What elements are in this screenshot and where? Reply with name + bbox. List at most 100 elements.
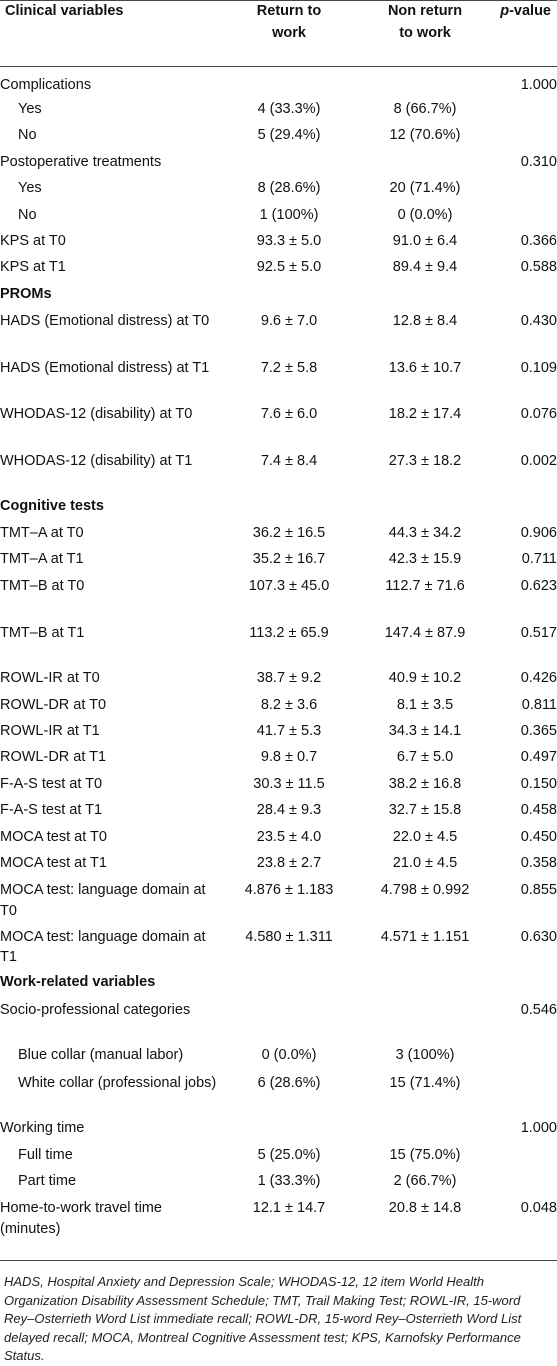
row-label: TMT–B at T0 [0, 578, 85, 595]
row-label: ROWL-DR at T0 [0, 696, 107, 713]
return-cell: 7.4 ± 8.4 [260, 452, 318, 469]
row-label: KPS at T1 [0, 259, 66, 276]
table-row: MOCA test at T1 23.8 ± 2.7 21.0 ± 4.5 0.358 [0, 852, 557, 878]
table-row: Full time 5 (25.0%) 15 (75.0%) [0, 1144, 557, 1170]
non-return-cell: 15 (75.0%) [389, 1146, 461, 1163]
row-label: MOCA test at T1 [0, 855, 107, 872]
return-cell: 12.1 ± 14.7 [252, 1200, 326, 1217]
non-return-cell: 0 (0.0%) [397, 206, 453, 223]
row-label: TMT–B at T1 [0, 624, 85, 641]
non-return-cell: 4.571 ± 1.151 [380, 928, 470, 945]
table-row: TMT–A at T1 35.2 ± 16.7 42.3 ± 15.9 0.711 [0, 548, 557, 574]
bottom-rule [0, 1260, 557, 1261]
table-row: TMT–B at T1 113.2 ± 65.9 147.4 ± 87.9 0.517 [0, 621, 557, 668]
row-label: ROWL-DR at T1 [0, 749, 107, 766]
section-row-proms: PROMs [0, 283, 557, 309]
section-row-cognitive-tests: Cognitive tests [0, 495, 557, 521]
p-value-cell [493, 1144, 557, 1170]
table-row: Blue collar (manual labor) 0 (0.0%) 3 (100… [0, 1044, 557, 1070]
non-return-cell [357, 998, 493, 1045]
return-cell: 36.2 ± 16.5 [252, 524, 326, 541]
row-label: No [18, 127, 37, 144]
return-cell: 5 (29.4%) [257, 127, 321, 144]
row-label: Working time [0, 1120, 85, 1137]
row-label: Socio-professional categories [0, 1001, 191, 1018]
return-cell: 7.6 ± 6.0 [260, 406, 318, 423]
non-return-cell: 20 (71.4%) [389, 180, 461, 197]
header-row: Clinical variables Return to work Non ret… [0, 0, 557, 66]
p-value-cell: 0.430 [520, 313, 557, 330]
non-return-cell: 8 (66.7%) [393, 101, 457, 117]
non-return-cell [357, 1117, 493, 1143]
return-cell: 35.2 ± 16.7 [252, 550, 326, 567]
return-cell: 23.8 ± 2.7 [256, 855, 322, 872]
return-cell: 0 (0.0%) [261, 1047, 317, 1064]
return-cell: 4 (33.3%) [257, 101, 321, 117]
p-value-cell: 0.517 [520, 624, 557, 641]
non-return-cell: 4.798 ± 0.992 [380, 882, 470, 899]
return-cell [221, 66, 357, 98]
non-return-cell: 12 (70.6%) [389, 127, 461, 144]
table-row: ROWL-IR at T1 41.7 ± 5.3 34.3 ± 14.1 0.365 [0, 720, 557, 746]
table-row: ROWL-IR at T0 38.7 ± 9.2 40.9 ± 10.2 0.426 [0, 667, 557, 693]
table-row: TMT–A at T0 36.2 ± 16.5 44.3 ± 34.2 0.906 [0, 522, 557, 548]
table-row: White collar (professional jobs) 6 (28.6%… [0, 1071, 557, 1118]
p-value-cell: 0.366 [520, 232, 557, 249]
return-cell [221, 1117, 357, 1143]
non-return-cell: 112.7 ± 71.6 [385, 578, 465, 595]
return-cell: 9.6 ± 7.0 [260, 313, 318, 330]
non-return-cell: 20.8 ± 14.8 [388, 1200, 462, 1217]
p-value-cell: 0.310 [520, 153, 557, 170]
section-heading: Cognitive tests [0, 498, 104, 515]
table-footnote: HADS, Hospital Anxiety and Depression Sc… [4, 1274, 522, 1363]
return-cell: 107.3 ± 45.0 [248, 578, 330, 595]
non-return-cell: 89.4 ± 9.4 [392, 259, 458, 276]
non-return-cell: 34.3 ± 14.1 [388, 723, 462, 740]
return-cell: 38.7 ± 9.2 [256, 670, 322, 687]
return-cell: 4.876 ± 1.183 [244, 882, 334, 899]
return-cell [221, 151, 357, 177]
top-rule [0, 0, 557, 1]
p-value-cell [493, 177, 557, 203]
non-return-cell [357, 151, 493, 177]
non-return-cell: 13.6 ± 10.7 [388, 359, 462, 376]
table-row: No 1 (100%) 0 (0.0%) [0, 204, 557, 230]
table-row: KPS at T1 92.5 ± 5.0 89.4 ± 9.4 0.588 [0, 256, 557, 282]
table-row: HADS (Emotional distress) at T0 9.6 ± 7.0… [0, 309, 557, 356]
section-heading: PROMs [0, 285, 52, 302]
p-value-cell [493, 1170, 557, 1196]
p-value-cell: 0.546 [520, 1001, 557, 1018]
row-label: MOCA test: language domain at T0 [0, 882, 206, 919]
return-cell: 9.8 ± 0.7 [260, 749, 318, 766]
row-label: F-A-S test at T0 [0, 775, 103, 792]
p-value-cell: 0.450 [520, 828, 557, 845]
row-label: Yes [18, 101, 42, 117]
return-cell: 93.3 ± 5.0 [256, 232, 322, 249]
p-value-cell [493, 98, 557, 124]
header-clinical-variables: Clinical variables [5, 3, 124, 19]
row-label: HADS (Emotional distress) at T0 [0, 313, 210, 330]
p-value-cell [493, 1071, 557, 1118]
row-label: HADS (Emotional distress) at T1 [0, 359, 210, 376]
non-return-cell: 22.0 ± 4.5 [392, 828, 458, 845]
non-return-cell: 32.7 ± 15.8 [388, 802, 462, 819]
table-row: WHODAS-12 (disability) at T0 7.6 ± 6.0 18.… [0, 402, 557, 449]
row-label: Yes [18, 180, 42, 197]
return-cell: 4.580 ± 1.311 [245, 928, 333, 945]
p-value-cell: 0.811 [521, 696, 557, 713]
non-return-cell: 21.0 ± 4.5 [392, 855, 458, 872]
table-row: MOCA test: language domain at T0 4.876 ± … [0, 878, 557, 925]
return-cell: 30.3 ± 11.5 [253, 775, 325, 792]
row-label: No [18, 206, 37, 223]
return-cell: 92.5 ± 5.0 [256, 259, 322, 276]
p-value-cell: 0.076 [520, 406, 557, 423]
return-cell: 1 (33.3%) [257, 1172, 321, 1189]
table-row: Working time 1.000 [0, 1117, 557, 1143]
row-label: White collar (professional jobs) [18, 1074, 217, 1091]
return-cell: 23.5 ± 4.0 [256, 828, 322, 845]
p-value-cell: 0.855 [520, 882, 557, 899]
p-value-cell: 0.623 [520, 578, 557, 595]
p-value-cell: 1.000 [520, 77, 557, 93]
header-rule [0, 66, 557, 67]
table-row: HADS (Emotional distress) at T1 7.2 ± 5.8… [0, 356, 557, 403]
